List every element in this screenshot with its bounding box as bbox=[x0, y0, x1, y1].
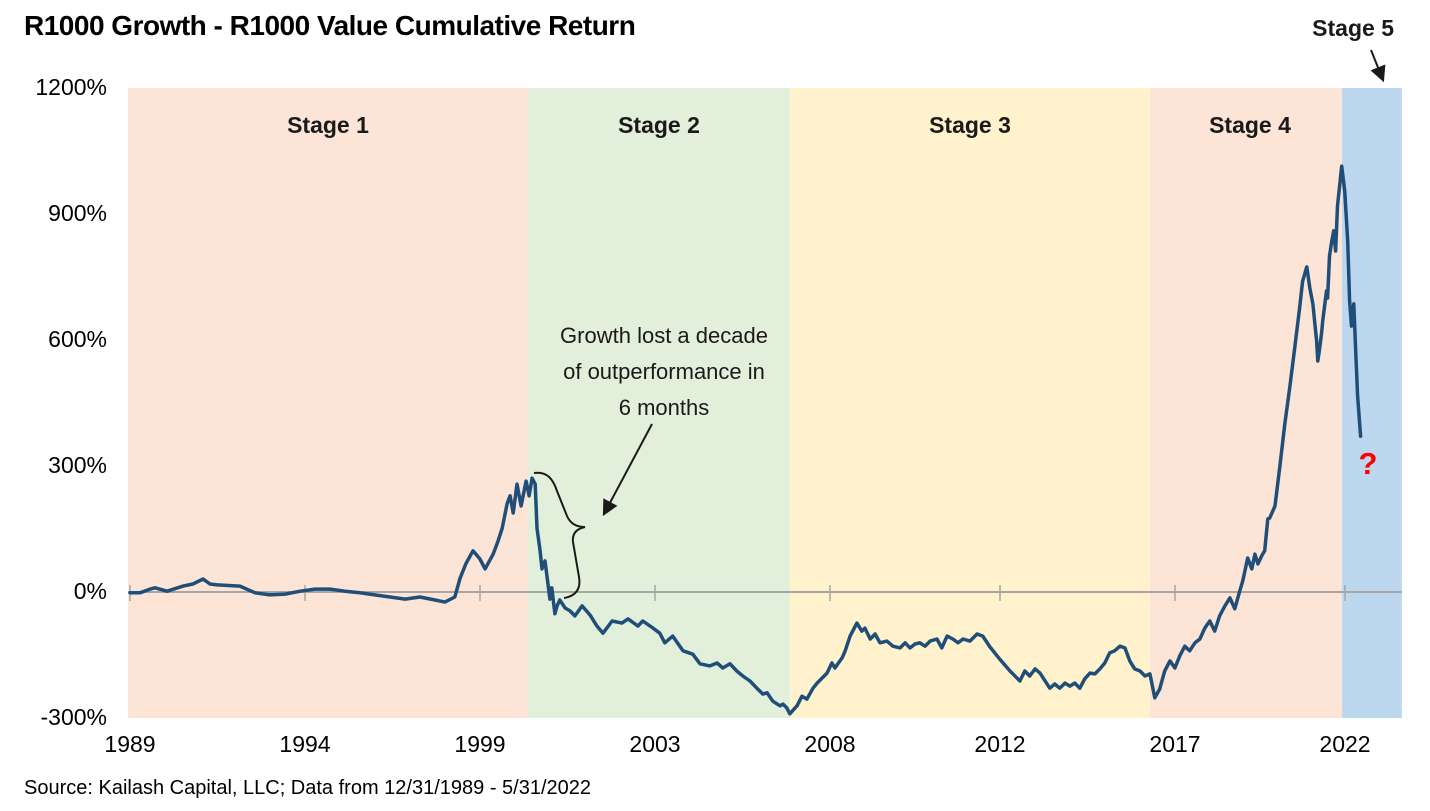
y-axis-label: 900% bbox=[48, 200, 107, 226]
annotation-line-1: Growth lost a decade bbox=[560, 323, 768, 348]
source-note: Source: Kailash Capital, LLC; Data from … bbox=[24, 777, 592, 799]
x-axis-label: 2022 bbox=[1319, 731, 1371, 757]
x-axis-label: 2012 bbox=[974, 731, 1026, 757]
annotation-text: Growth lost a decade of outperformance i… bbox=[514, 318, 814, 426]
stage-band-1 bbox=[128, 88, 528, 718]
stage-label-4: Stage 4 bbox=[1209, 112, 1291, 138]
stage-label-3: Stage 3 bbox=[929, 112, 1011, 138]
annotation-line-3: 6 months bbox=[618, 395, 710, 420]
chart-title: R1000 Growth - R1000 Value Cumulative Re… bbox=[24, 10, 636, 41]
y-axis-label: 300% bbox=[48, 452, 107, 478]
y-axis-label: -300% bbox=[40, 704, 107, 730]
y-axis-label: 600% bbox=[48, 326, 107, 352]
x-axis-label: 2017 bbox=[1149, 731, 1201, 757]
stage-band-4 bbox=[1149, 88, 1343, 718]
x-axis-label: 2003 bbox=[629, 731, 681, 757]
stage-band-3 bbox=[789, 88, 1150, 718]
question-mark: ? bbox=[1358, 446, 1378, 481]
stage5-arrow bbox=[1370, 49, 1386, 83]
y-axis-label: 0% bbox=[73, 578, 107, 604]
y-axis-label: 1200% bbox=[35, 74, 107, 100]
annotation-line-2: of outperformance in bbox=[563, 359, 765, 384]
x-axis-label: 2008 bbox=[804, 731, 856, 757]
cumulative-return-line bbox=[128, 164, 1363, 716]
x-axis-label: 1989 bbox=[104, 731, 156, 757]
stage5-callout-label: Stage 5 bbox=[1312, 15, 1394, 41]
stage-label-1: Stage 1 bbox=[287, 112, 369, 138]
stage-label-2: Stage 2 bbox=[618, 112, 700, 138]
x-axis-label: 1999 bbox=[454, 731, 506, 757]
stage-band-5 bbox=[1342, 88, 1402, 718]
annotation-arrow bbox=[602, 423, 653, 517]
brace-annotation-shape bbox=[533, 471, 586, 599]
x-axis-label: 1994 bbox=[279, 731, 331, 757]
stage-bands bbox=[128, 88, 1402, 718]
